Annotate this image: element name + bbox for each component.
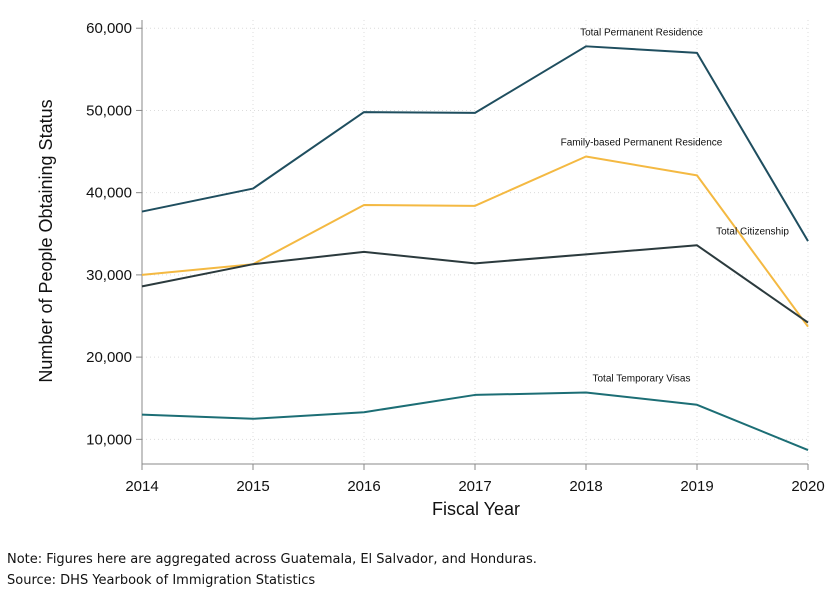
total-citizenship-label: Total Citizenship	[716, 226, 789, 237]
total-citizenship-line	[141, 244, 809, 324]
total-temporary-visas-point	[473, 392, 478, 397]
x-tick-label: 2016	[347, 478, 380, 495]
y-tick-label: 40,000	[86, 185, 132, 202]
family-based-permanent-residence-line	[141, 155, 809, 328]
line-chart: 10,000 20,000 30,000 40,000 50,000 60,000 2014…	[36, 20, 825, 519]
total-temporary-visas-point	[251, 416, 256, 421]
total-permanent-residence-point	[806, 239, 811, 244]
y-tick-label: 10,000	[86, 431, 132, 448]
total-permanent-residence-point	[584, 44, 589, 49]
total-citizenship-point	[140, 284, 145, 289]
family-based-permanent-residence-point	[362, 203, 367, 208]
total-permanent-residence-point	[695, 50, 700, 55]
total-citizenship-point	[806, 320, 811, 325]
total-citizenship-point	[473, 261, 478, 266]
total-temporary-visas-line	[141, 391, 809, 451]
y-tick-label: 50,000	[86, 102, 132, 119]
y-tick-label: 20,000	[86, 349, 132, 366]
total-citizenship-point	[251, 262, 256, 267]
total-permanent-residence-point	[251, 186, 256, 191]
total-citizenship-point	[695, 243, 700, 248]
total-temporary-visas-point	[695, 402, 700, 407]
family-based-permanent-residence-label: Family-based Permanent Residence	[561, 137, 723, 148]
total-temporary-visas-label: Total Temporary Visas	[592, 373, 690, 384]
chart-note: Note: Figures here are aggregated across…	[7, 552, 537, 567]
total-permanent-residence-point	[362, 110, 367, 115]
gridlines	[141, 20, 809, 464]
family-based-permanent-residence-point	[473, 203, 478, 208]
total-temporary-visas-point	[584, 390, 589, 395]
x-tick-label: 2018	[569, 478, 602, 495]
x-tick-label: 2017	[458, 478, 491, 495]
axes: 10,000 20,000 30,000 40,000 50,000 60,000 2014…	[86, 20, 825, 495]
x-tick-label: 2015	[236, 478, 269, 495]
y-tick-label: 30,000	[86, 267, 132, 284]
total-permanent-residence-line	[141, 45, 809, 242]
family-based-permanent-residence-point	[695, 173, 700, 178]
chart-source: Source: DHS Yearbook of Immigration Stat…	[7, 573, 316, 588]
series-labels: Total Permanent Residence Family-based Pe…	[561, 27, 790, 384]
x-axis-title: Fiscal Year	[432, 499, 520, 519]
total-permanent-residence-label: Total Permanent Residence	[580, 27, 703, 38]
total-temporary-visas-point	[806, 448, 811, 453]
x-tick-label: 2020	[791, 478, 824, 495]
y-tick-label: 60,000	[86, 20, 132, 37]
x-tick-label: 2014	[125, 478, 158, 495]
total-permanent-residence-point	[473, 110, 478, 115]
total-citizenship-point	[584, 252, 589, 257]
family-based-permanent-residence-point	[140, 272, 145, 277]
total-citizenship-point	[362, 249, 367, 254]
total-temporary-visas-point	[140, 412, 145, 417]
total-permanent-residence-point	[140, 209, 145, 214]
x-tick-label: 2019	[680, 478, 713, 495]
series-lines	[140, 44, 811, 453]
total-temporary-visas-point	[362, 410, 367, 415]
y-axis-title: Number of People Obtaining Status	[36, 99, 56, 382]
family-based-permanent-residence-point	[584, 154, 589, 159]
